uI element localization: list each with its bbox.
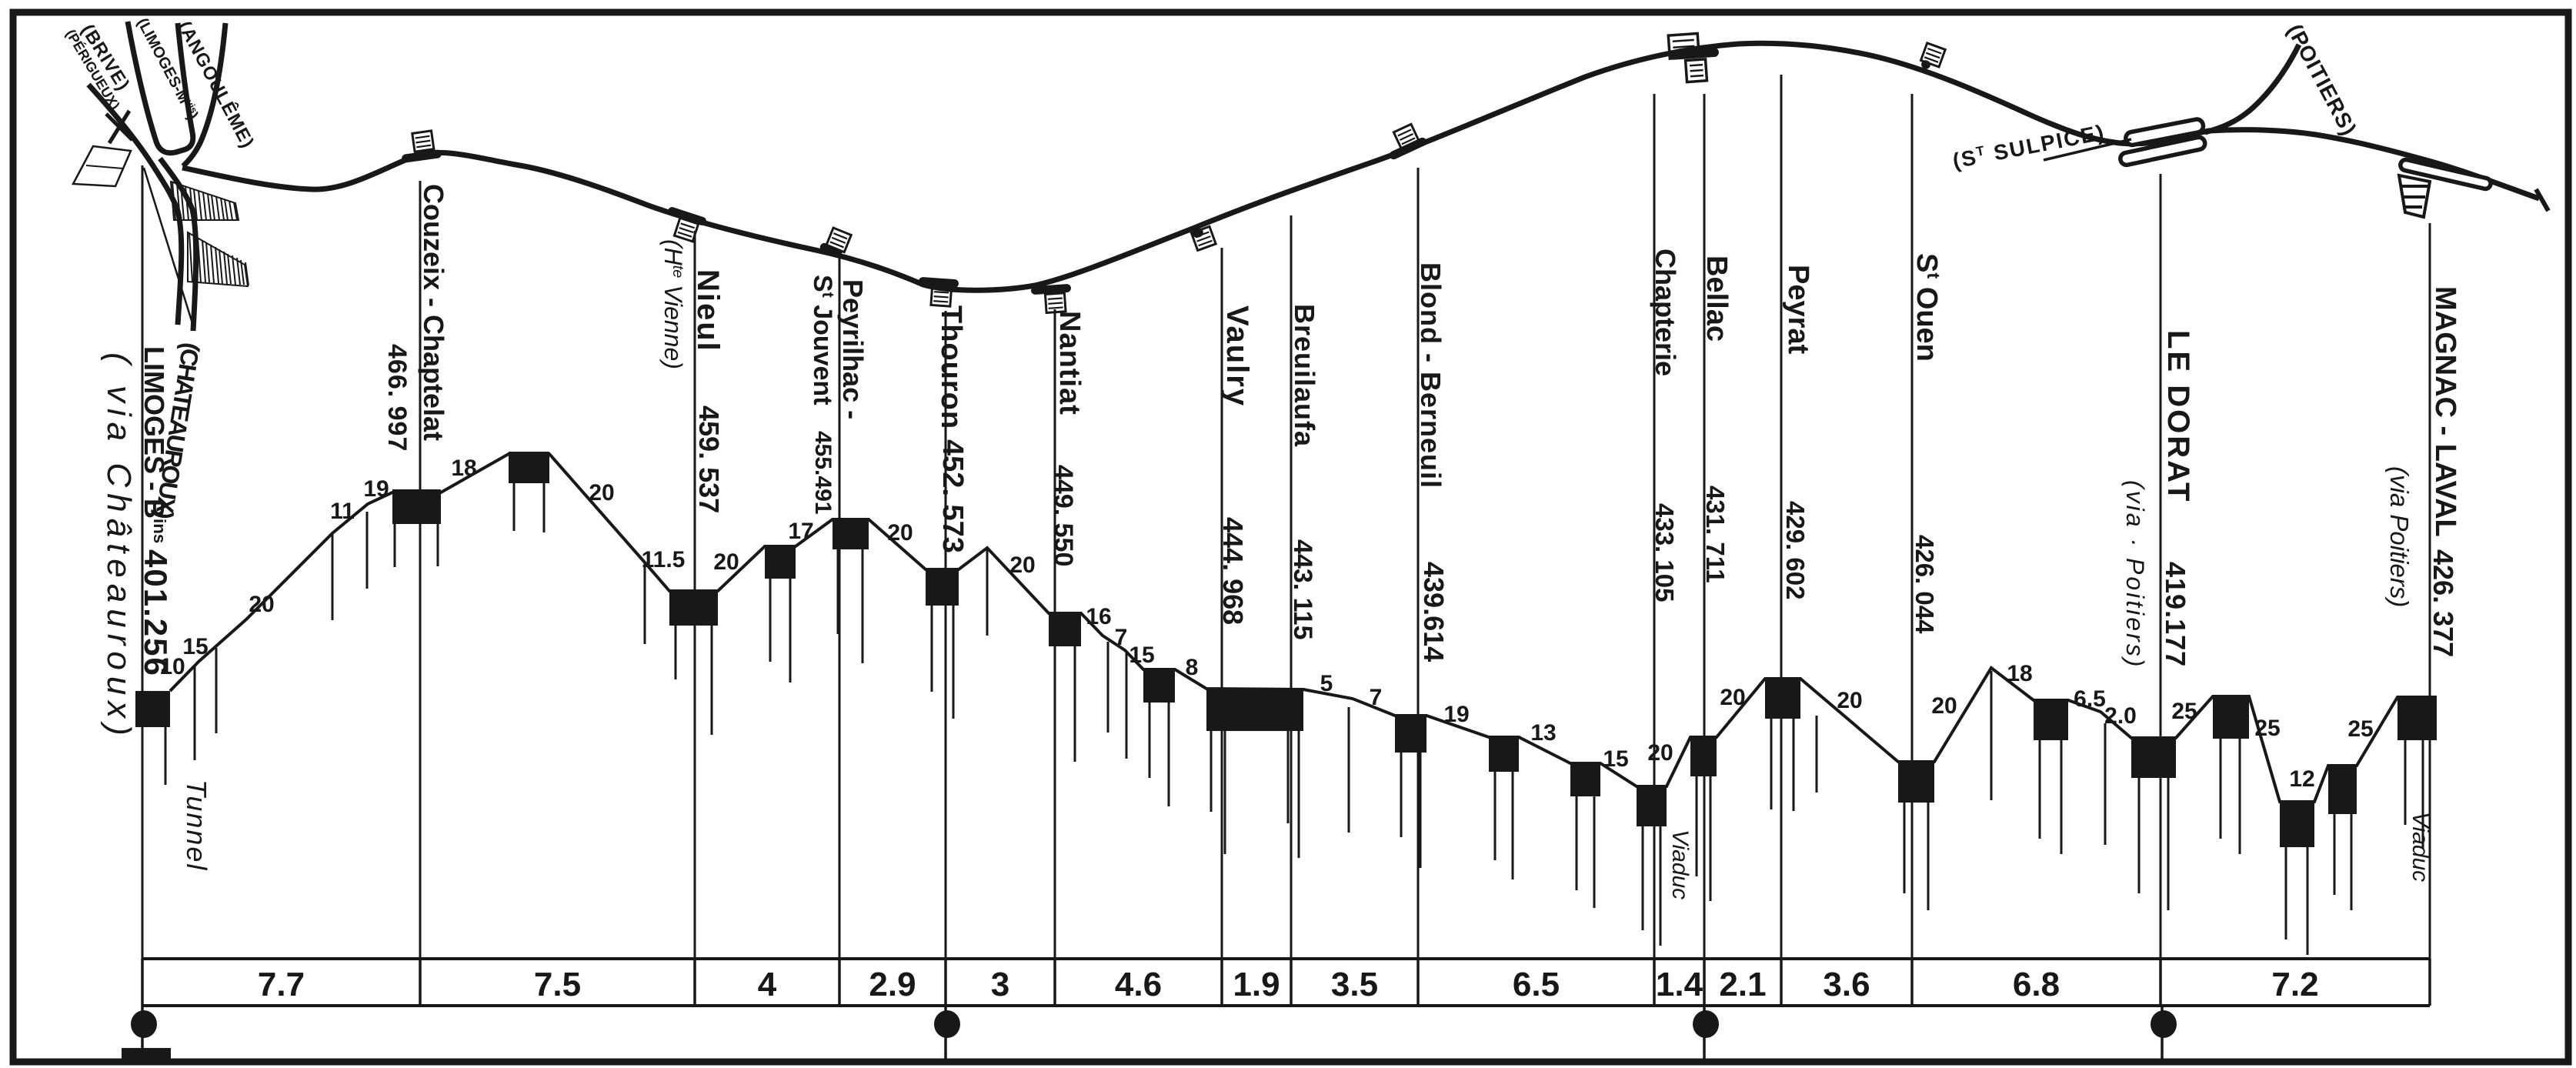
svg-text:5: 5 xyxy=(1320,671,1333,696)
svg-text:429. 602: 429. 602 xyxy=(1781,501,1810,599)
svg-text:Vaulry: Vaulry xyxy=(1220,305,1254,407)
svg-text:7.2: 7.2 xyxy=(2271,966,2318,1003)
svg-text:20: 20 xyxy=(1009,552,1035,578)
svg-text:466. 997: 466. 997 xyxy=(382,344,412,452)
svg-text:Breuilaufa: Breuilaufa xyxy=(1289,304,1320,447)
svg-text:Viaduc: Viaduc xyxy=(2407,812,2433,882)
svg-text:459. 537: 459. 537 xyxy=(693,406,725,513)
svg-text:LE DORAT: LE DORAT xyxy=(2161,330,2195,503)
svg-text:8: 8 xyxy=(1186,655,1199,680)
svg-text:(POITIERS): (POITIERS) xyxy=(2283,20,2361,139)
svg-text:( via Châteauroux): ( via Châteauroux) xyxy=(100,352,138,742)
svg-text:20: 20 xyxy=(1720,685,1745,710)
svg-text:12: 12 xyxy=(2289,766,2314,792)
svg-text:25: 25 xyxy=(2254,716,2280,741)
svg-text:11: 11 xyxy=(330,499,355,524)
svg-text:20: 20 xyxy=(249,592,274,617)
svg-text:20: 20 xyxy=(1647,740,1673,766)
svg-text:(ST SULPICE): (ST SULPICE) xyxy=(1950,119,2107,173)
svg-text:7.7: 7.7 xyxy=(258,966,305,1003)
svg-text:1.4: 1.4 xyxy=(1656,966,1703,1003)
svg-text:13: 13 xyxy=(1530,720,1556,746)
svg-text:18: 18 xyxy=(451,456,476,481)
svg-text:455.491: 455.491 xyxy=(810,431,836,514)
svg-text:444. 968: 444. 968 xyxy=(1217,517,1249,625)
svg-text:7: 7 xyxy=(1370,685,1383,710)
svg-text:443. 115: 443. 115 xyxy=(1288,539,1317,639)
svg-text:419.177: 419.177 xyxy=(2160,562,2191,667)
svg-text:Nantiat: Nantiat xyxy=(1053,311,1086,416)
svg-text:6.8: 6.8 xyxy=(2013,966,2060,1003)
svg-text:11.5: 11.5 xyxy=(642,547,686,572)
svg-text:15: 15 xyxy=(1129,642,1154,668)
svg-text:(via · Poitiers): (via · Poitiers) xyxy=(2121,480,2149,669)
svg-text:St Jouvent: St Jouvent xyxy=(808,275,837,406)
svg-text:20: 20 xyxy=(887,520,913,546)
svg-text:7: 7 xyxy=(1115,625,1128,650)
svg-text:452. 573: 452. 573 xyxy=(936,439,969,553)
svg-text:25: 25 xyxy=(2171,699,2197,724)
svg-text:Tunnel: Tunnel xyxy=(181,779,212,871)
svg-text:Bellac: Bellac xyxy=(1700,255,1733,342)
svg-text:6.5: 6.5 xyxy=(2074,686,2106,712)
svg-text:3.6: 3.6 xyxy=(1823,966,1870,1003)
svg-text:426. 044: 426. 044 xyxy=(1910,535,1939,634)
svg-text:LIMOGES - Bins: LIMOGES - Bins xyxy=(138,346,170,543)
svg-text:4: 4 xyxy=(758,966,777,1003)
svg-text:Blond - Berneuil: Blond - Berneuil xyxy=(1415,262,1446,489)
svg-text:20: 20 xyxy=(589,480,614,506)
svg-text:1.9: 1.9 xyxy=(1233,966,1280,1003)
svg-text:18: 18 xyxy=(2007,661,2032,686)
svg-text:3.5: 3.5 xyxy=(1331,966,1378,1003)
svg-text:15: 15 xyxy=(182,634,208,659)
svg-text:449. 550: 449. 550 xyxy=(1049,465,1078,566)
svg-text:2.1: 2.1 xyxy=(1719,966,1766,1003)
svg-text:Thouron: Thouron xyxy=(935,305,967,429)
svg-text:Couzeix - Chaptelat: Couzeix - Chaptelat xyxy=(418,184,449,441)
svg-text:16: 16 xyxy=(1086,604,1111,629)
svg-text:Viaduc: Viaduc xyxy=(1667,829,1693,899)
svg-text:7.5: 7.5 xyxy=(534,966,581,1003)
svg-text:20: 20 xyxy=(713,549,739,575)
svg-text:2.0: 2.0 xyxy=(2104,703,2137,729)
svg-text:(Hte Vienne): (Hte Vienne) xyxy=(659,239,687,369)
svg-text:Peyrat: Peyrat xyxy=(1782,265,1814,355)
svg-text:433. 105: 433. 105 xyxy=(1650,503,1679,602)
svg-text:19: 19 xyxy=(363,476,389,502)
svg-text:20: 20 xyxy=(1837,688,1862,713)
svg-text:17: 17 xyxy=(788,519,813,544)
svg-text:4.6: 4.6 xyxy=(1115,966,1162,1003)
svg-text:6.5: 6.5 xyxy=(1513,966,1560,1003)
svg-text:401.256: 401.256 xyxy=(138,549,174,677)
svg-text:St Ouen: St Ouen xyxy=(1910,253,1944,362)
svg-text:Nieul: Nieul xyxy=(691,269,725,352)
svg-text:10: 10 xyxy=(159,654,185,679)
svg-text:19: 19 xyxy=(1443,702,1469,727)
svg-text:25: 25 xyxy=(2347,716,2373,742)
svg-text:3: 3 xyxy=(991,966,1009,1003)
svg-text:439.614: 439.614 xyxy=(1418,562,1450,662)
svg-text:(via Poitiers): (via Poitiers) xyxy=(2385,466,2414,607)
svg-text:Peyrilhac -: Peyrilhac - xyxy=(837,279,869,419)
svg-text:2.9: 2.9 xyxy=(869,966,916,1003)
svg-text:20: 20 xyxy=(1931,693,1957,719)
svg-text:15: 15 xyxy=(1603,746,1628,772)
svg-text:Chapterie: Chapterie xyxy=(1650,249,1681,376)
svg-text:MAGNAC - LAVAL: MAGNAC - LAVAL xyxy=(2429,286,2461,537)
svg-text:426. 377: 426. 377 xyxy=(2428,549,2459,657)
svg-text:431. 711: 431. 711 xyxy=(1701,486,1730,583)
